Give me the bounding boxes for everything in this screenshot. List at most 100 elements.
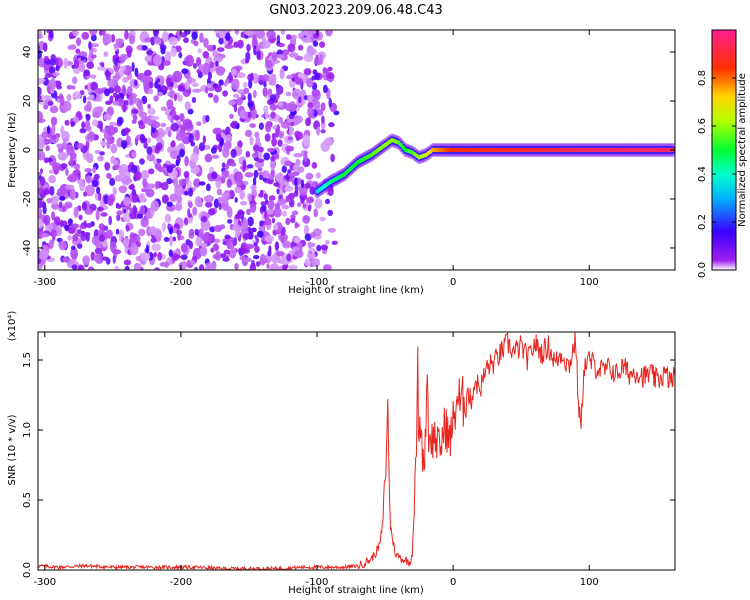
heatmap-cell — [307, 107, 315, 118]
heatmap-cell — [167, 114, 173, 121]
heatmap-cell — [327, 227, 336, 233]
heatmap-cell — [38, 258, 42, 264]
y-axis: -40 -20 0 20 40 — [22, 46, 675, 256]
heatmap-cell — [270, 156, 275, 162]
colorbar-tick-label: 0.6 — [697, 118, 708, 134]
heatmap-cell — [183, 217, 189, 226]
heatmap-cell — [101, 129, 107, 134]
heatmap-cell — [121, 84, 127, 97]
heatmap-cell — [194, 228, 199, 236]
heatmap-cell — [269, 94, 276, 102]
heatmap-cell — [59, 95, 65, 107]
heatmap-cell — [191, 31, 198, 40]
heatmap-cell — [129, 96, 134, 106]
heatmap-cell — [291, 210, 299, 216]
heatmap-cell — [129, 35, 135, 45]
heatmap-cell — [288, 192, 295, 201]
heatmap-cell — [175, 159, 180, 167]
heatmap-cell — [52, 162, 61, 172]
heatmap-cell — [132, 114, 138, 121]
heatmap-cell — [42, 204, 47, 215]
heatmap-cell — [289, 121, 295, 127]
heatmap-cell — [322, 264, 332, 270]
heatmap-cell — [71, 245, 76, 250]
heatmap-cell — [168, 207, 175, 212]
heatmap-cell — [114, 58, 118, 66]
heatmap-cell — [182, 136, 191, 145]
heatmap-cell — [152, 54, 162, 67]
heatmap-cell — [145, 188, 155, 198]
heatmap-cell — [263, 193, 268, 200]
heatmap-cell — [293, 115, 303, 124]
heatmap-cell — [287, 172, 296, 178]
heatmap-cell — [73, 67, 81, 75]
heatmap-cell — [239, 190, 245, 200]
heatmap-cell — [188, 188, 194, 197]
heatmap-cell — [320, 102, 326, 112]
heatmap-cell — [263, 81, 267, 88]
heatmap-cell — [160, 106, 168, 112]
plot-frame-2 — [37, 331, 676, 571]
heatmap-cell — [253, 242, 258, 247]
heatmap-cell — [70, 152, 77, 159]
heatmap-cell — [99, 151, 105, 156]
heatmap-cell — [98, 223, 105, 231]
heatmap-cell — [48, 66, 56, 75]
heatmap-cell — [73, 206, 79, 218]
heatmap-cell — [306, 77, 314, 88]
heatmap-cell — [252, 73, 260, 84]
heatmap-cell — [325, 239, 330, 245]
heatmap-cell — [169, 89, 174, 99]
heatmap-cell — [306, 253, 317, 259]
heatmap-cell — [116, 42, 123, 47]
heatmap-cell — [297, 202, 302, 208]
heatmap-cell — [142, 178, 148, 188]
heatmap-cell — [203, 37, 209, 48]
heatmap-cell — [207, 72, 212, 80]
heatmap-cell — [164, 51, 172, 63]
heatmap-cell — [237, 89, 244, 94]
heatmap-cell — [161, 194, 169, 204]
heatmap-cell — [198, 181, 206, 186]
heatmap-cell — [224, 44, 234, 49]
heatmap-cell — [190, 78, 197, 83]
heatmap-cell — [268, 195, 276, 201]
heatmap-cell — [273, 207, 282, 218]
heatmap-cell — [91, 119, 99, 127]
heatmap-cell — [205, 201, 213, 208]
heatmap-cell — [327, 209, 334, 217]
heatmap-cell — [194, 196, 202, 207]
heatmap-cell — [277, 139, 283, 147]
heatmap-cell — [294, 130, 302, 138]
heatmap-cell — [205, 262, 214, 268]
heatmap-cell — [55, 57, 59, 66]
heatmap-cell — [106, 139, 111, 149]
heatmap-cell — [262, 170, 270, 179]
heatmap-cell — [44, 73, 53, 78]
heatmap-cell — [320, 121, 326, 130]
heatmap-cell — [47, 100, 54, 106]
x-tick-label: -200 — [170, 577, 193, 588]
heatmap-cell — [184, 80, 190, 90]
heatmap-cell — [163, 237, 170, 242]
heatmap-cell — [319, 41, 326, 48]
heatmap-cell — [267, 250, 272, 257]
heatmap-cell — [64, 119, 70, 126]
heatmap-cell — [83, 69, 90, 77]
heatmap-cell — [123, 208, 127, 214]
heatmap-cell — [66, 84, 73, 90]
heatmap-cell — [56, 143, 64, 149]
heatmap-cell — [73, 59, 80, 69]
heatmap-cell — [218, 79, 224, 86]
heatmap-cell — [252, 144, 260, 153]
heatmap-cell — [156, 91, 164, 97]
heatmap-cell — [270, 73, 277, 86]
heatmap-cell — [140, 76, 148, 83]
y-tick-label: 20 — [22, 95, 33, 108]
colorbar-gradient — [711, 29, 737, 271]
heatmap-cell — [262, 87, 268, 97]
heatmap-cell — [267, 88, 273, 96]
y-tick-label: 40 — [22, 46, 33, 59]
heatmap-cell — [249, 135, 254, 146]
heatmap-cell — [119, 164, 129, 173]
